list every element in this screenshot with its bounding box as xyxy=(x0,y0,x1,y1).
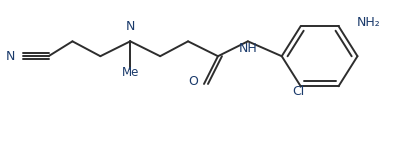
Text: N: N xyxy=(5,50,15,63)
Text: O: O xyxy=(188,75,198,88)
Text: Me: Me xyxy=(121,66,139,79)
Text: NH₂: NH₂ xyxy=(355,16,379,29)
Text: NH: NH xyxy=(238,42,256,55)
Text: Cl: Cl xyxy=(292,85,304,98)
Text: N: N xyxy=(125,20,135,33)
